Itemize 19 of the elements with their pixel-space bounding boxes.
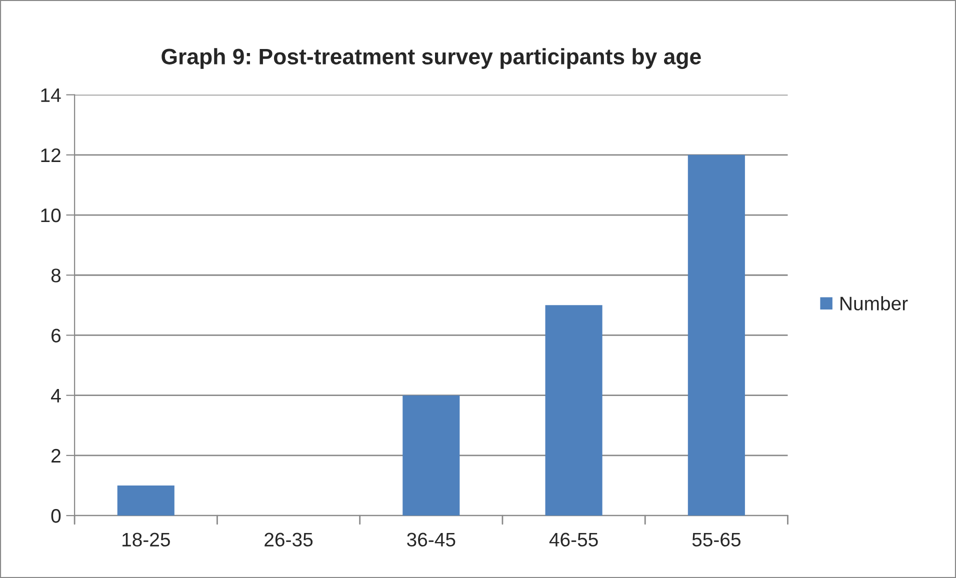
y-tick-label: 4 — [51, 389, 61, 402]
y-tick-label: 10 — [41, 208, 61, 222]
chart-title: Graph 9: Post-treatment survey participants by age — [162, 48, 701, 69]
x-tick-label: 18-25 — [122, 532, 170, 547]
y-tick-label: 8 — [51, 268, 61, 282]
x-tick-label: 26-35 — [264, 532, 313, 547]
y-tick-label: 2 — [52, 448, 60, 463]
x-tick-label: 55-65 — [692, 532, 740, 547]
y-tick-label: 6 — [52, 328, 61, 342]
bar — [545, 305, 602, 516]
x-tick-label: 46-55 — [549, 532, 598, 547]
bar — [688, 154, 745, 516]
legend-label: Number — [840, 296, 908, 310]
bar — [402, 395, 460, 516]
y-tick-label: 12 — [41, 148, 60, 162]
bar — [117, 486, 174, 516]
y-tick-label: 0 — [51, 509, 61, 523]
x-tick-label: 36-45 — [407, 532, 456, 547]
y-tick-label: 14 — [41, 88, 61, 102]
